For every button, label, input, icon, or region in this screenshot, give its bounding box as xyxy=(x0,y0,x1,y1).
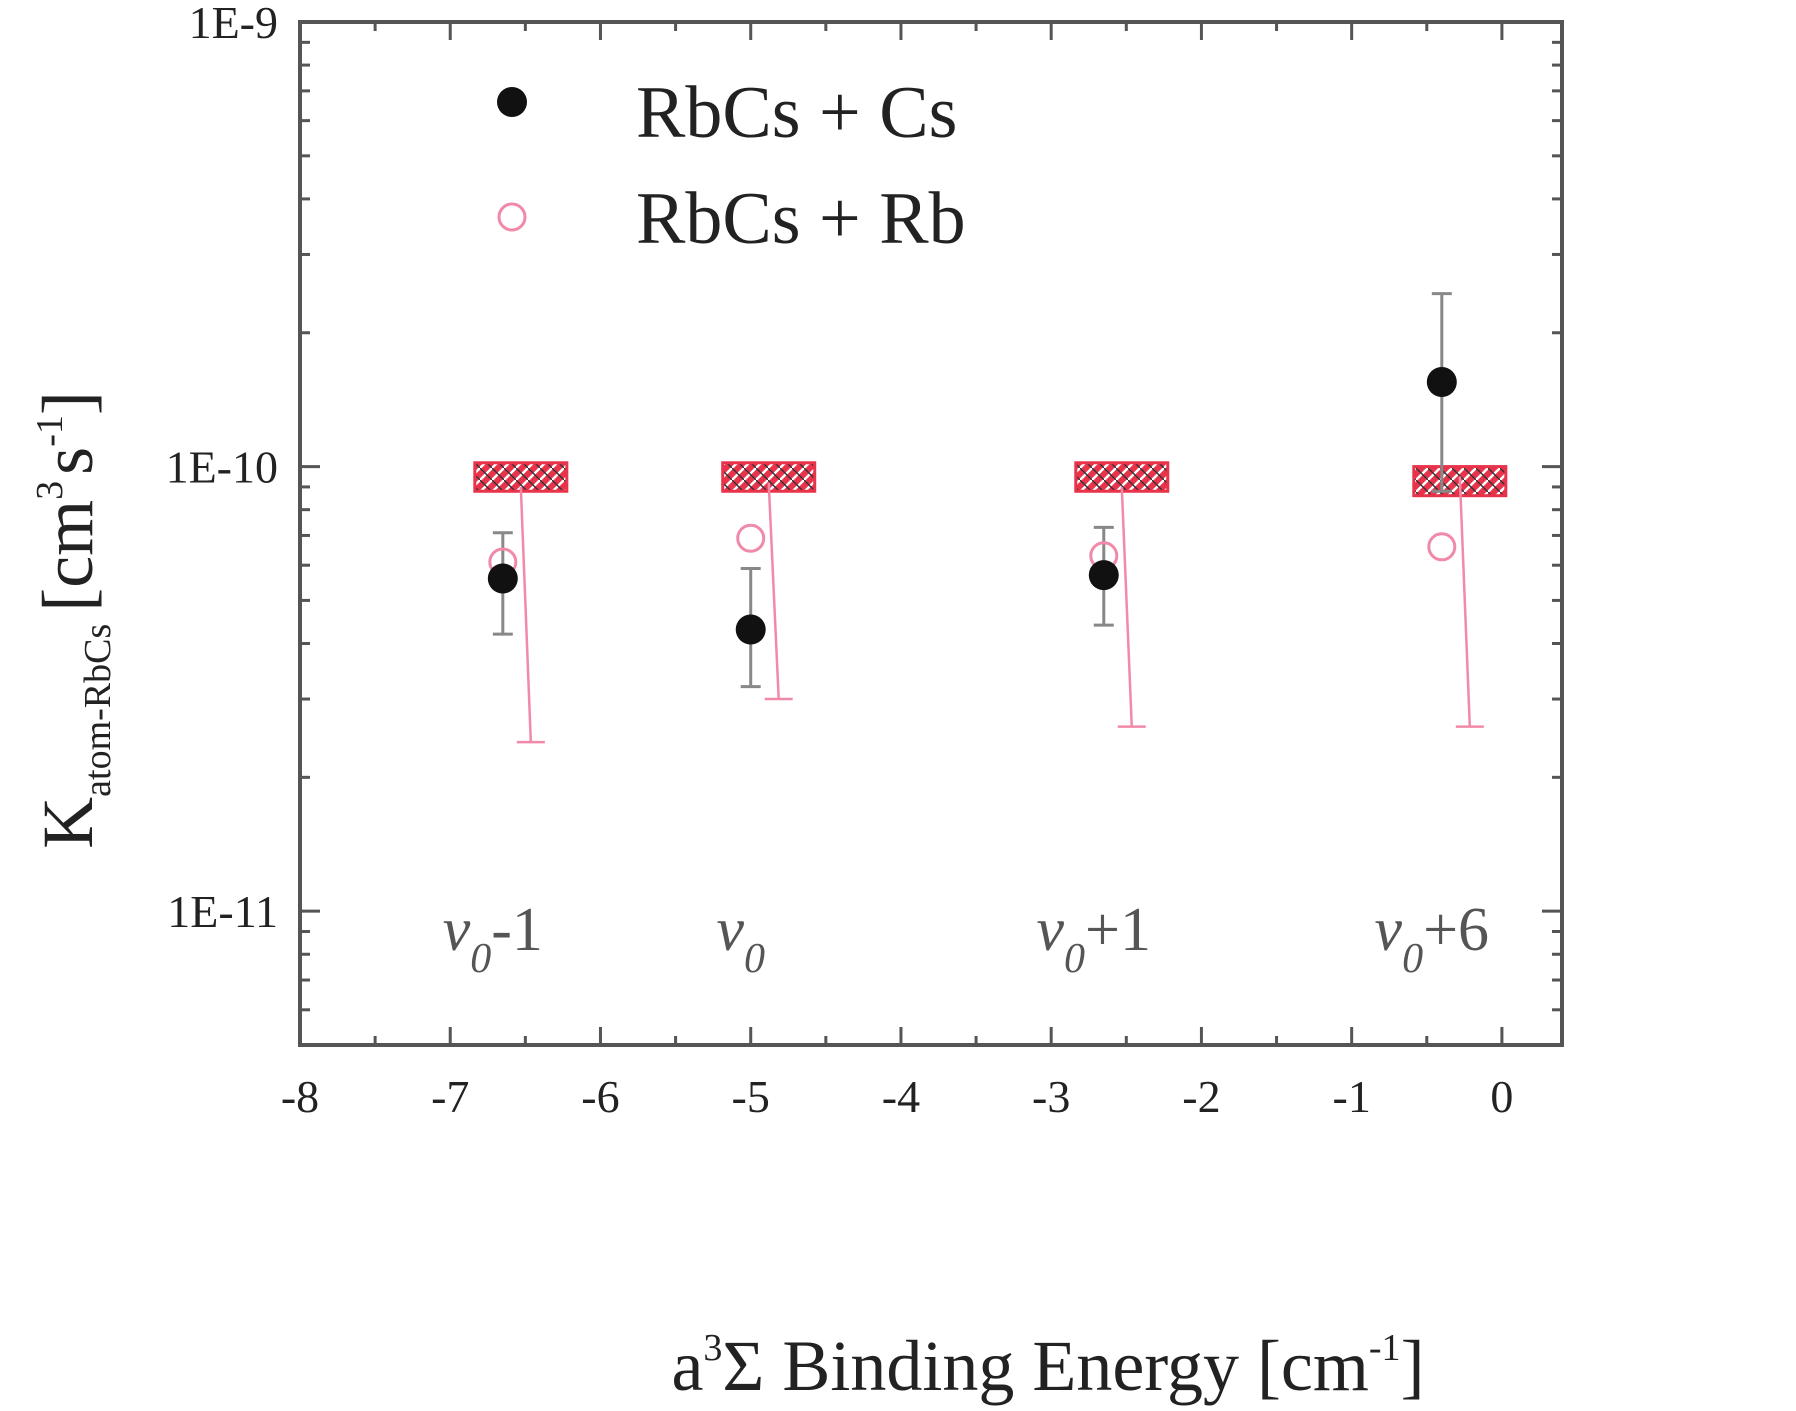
error-bar-rb xyxy=(1458,476,1472,727)
data-point-cs xyxy=(1088,560,1119,591)
data-point-rb xyxy=(1427,532,1457,562)
y-axis-title: Katom-RbCs[cm3s-1] xyxy=(28,391,119,849)
data-point-cs xyxy=(487,563,518,594)
theory-band xyxy=(473,461,569,493)
x-tick-label: -7 xyxy=(431,1071,469,1122)
state-label: v0+6 xyxy=(1375,896,1490,982)
legend-label-cs: RbCs + Cs xyxy=(636,72,957,154)
x-tick-label: -3 xyxy=(1032,1071,1070,1122)
y-tick-label: 1E-9 xyxy=(189,0,278,48)
legend-label-rb: RbCs + Rb xyxy=(636,178,966,260)
x-tick-label: -1 xyxy=(1333,1071,1371,1122)
x-tick-label: 0 xyxy=(1490,1071,1513,1122)
state-label: v0 xyxy=(716,896,765,982)
error-bar-rb xyxy=(1120,486,1134,727)
data-point-cs xyxy=(735,614,766,645)
x-tick-label: -6 xyxy=(581,1071,619,1122)
y-tick-label: 1E-11 xyxy=(167,886,278,937)
x-tick-label: -4 xyxy=(882,1071,920,1122)
data-point-cs xyxy=(1426,366,1457,397)
y-tick-label: 1E-10 xyxy=(166,442,278,493)
x-axis-title: a3Σ Binding Energy [cm-1] xyxy=(671,1326,1424,1406)
state-label: v0-1 xyxy=(443,896,543,982)
legend: RbCs + Cs RbCs + Rb xyxy=(497,72,966,260)
legend-marker-rb xyxy=(497,202,527,232)
x-tick-label: -2 xyxy=(1182,1071,1220,1122)
error-bar-rb xyxy=(767,482,780,700)
error-bar-rb xyxy=(519,486,533,743)
state-label: v0+1 xyxy=(1037,896,1152,982)
plot-frame xyxy=(298,20,1564,1047)
state-labels: v0-1 v0 v0+1 v0+6 xyxy=(443,896,1489,982)
x-tick-label: -8 xyxy=(281,1071,319,1122)
legend-marker-cs xyxy=(497,87,527,117)
x-tick-label: -5 xyxy=(732,1071,770,1122)
data-point-rb xyxy=(736,523,766,553)
